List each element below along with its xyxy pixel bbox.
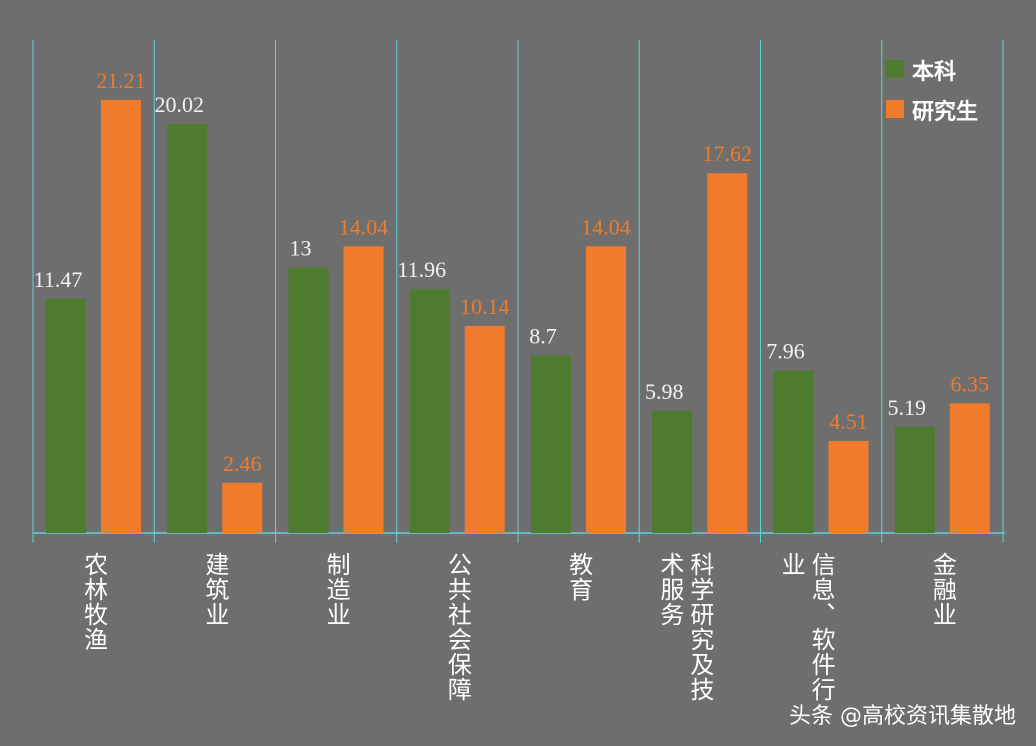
bar (409, 288, 450, 533)
x-tick-label: 金融业 (928, 552, 957, 627)
bar (167, 124, 208, 534)
x-tick-label: 教育 (564, 552, 593, 602)
bar (343, 246, 384, 533)
value-label: 17.62 (703, 141, 753, 166)
bar (894, 427, 935, 533)
bar (101, 99, 141, 534)
x-tick-label: 建筑业 (200, 552, 229, 627)
bar (949, 403, 990, 533)
legend-swatch (886, 60, 904, 78)
value-label: 14.04 (339, 214, 389, 239)
bar (828, 440, 869, 533)
bar (288, 267, 329, 533)
value-label: 11.47 (34, 267, 83, 292)
bar (586, 246, 626, 533)
value-label: 13 (290, 236, 312, 261)
x-tick-label: 公共社会保障 (443, 552, 472, 702)
x-tick-label: 制造业 (322, 552, 351, 627)
legend-swatch (886, 100, 904, 118)
value-label: 2.46 (223, 451, 262, 476)
value-label: 4.51 (829, 409, 868, 434)
watermark: 头条 @高校资讯集散地 (789, 704, 1016, 729)
value-label: 21.21 (96, 68, 146, 93)
value-label: 14.04 (581, 214, 631, 239)
bar (707, 173, 748, 534)
bar (222, 482, 263, 533)
legend-label: 研究生 (912, 100, 979, 125)
bar (652, 410, 693, 533)
value-label: 10.14 (460, 294, 510, 319)
x-tick-label: 农林牧渔 (79, 552, 108, 652)
value-label: 5.19 (888, 395, 927, 420)
value-label: 11.96 (397, 257, 446, 282)
bar (464, 325, 505, 533)
bar (46, 298, 86, 533)
legend-label: 本科 (912, 60, 957, 85)
value-label: 6.35 (951, 371, 990, 396)
x-tick-label: 科学研究及技术服务 (655, 552, 714, 702)
x-tick-label: 信息、软件行业 (777, 552, 836, 702)
bar (773, 370, 814, 533)
value-label: 5.98 (645, 379, 684, 404)
value-label: 7.96 (766, 338, 805, 363)
value-label: 20.02 (155, 92, 205, 117)
value-label: 8.7 (529, 323, 557, 348)
bar (531, 355, 571, 533)
